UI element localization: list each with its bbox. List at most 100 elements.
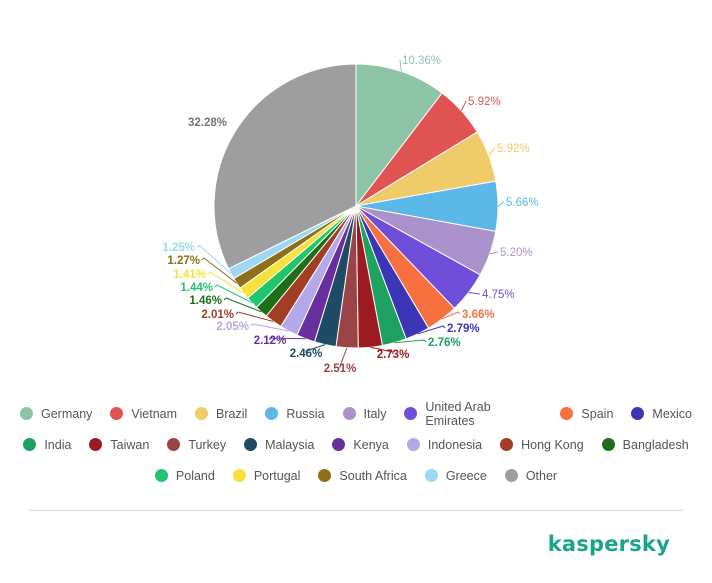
legend-swatch [20,407,33,420]
legend-item-turkey: Turkey [167,438,226,452]
kaspersky-logo: kaspersky [547,532,670,556]
legend-label: Poland [175,468,215,483]
leader-line-brazil [488,147,496,157]
leader-line-kenya [269,337,306,340]
legend-label: Brazil [216,406,248,421]
legend-swatch [23,438,37,451]
legend-swatch [424,469,438,482]
legend-label: South Africa [339,468,407,483]
leader-line-spain [441,311,461,320]
data-label-italy: 5.20% [500,247,533,259]
legend-label: Portugal [253,468,301,483]
leader-line-greece [196,244,232,275]
legend-item-russia: Russia [265,407,325,421]
legend-label: United Arab Emirates [425,399,491,428]
leader-line-poland [214,284,253,304]
pie-slice-other [213,63,357,270]
legend-item-india: India [23,438,71,452]
legend-item-portugal: Portugal [232,468,301,483]
legend-swatch [244,438,258,451]
data-label-turkey: 2.51% [324,363,357,375]
data-label-south-africa: 1.27% [167,255,200,267]
legend-label: Malaysia [265,437,315,452]
legend-item-united-arab-emirates: United Arab Emirates [404,400,542,428]
data-label-russia: 5.66% [506,197,539,209]
legend-item-bangladesh: Bangladesh [601,438,689,452]
legend-label: Germany [41,406,93,421]
leader-line-portugal [207,271,245,294]
legend-swatch [265,407,279,420]
legend-swatch [342,407,356,420]
data-label-spain: 3.66% [462,309,495,321]
legend-label: Mexico [652,406,692,421]
legend-swatch [89,438,103,451]
data-label-vietnam: 5.92% [468,96,501,108]
data-label-other: 32.28% [188,117,227,129]
legend-label: Greece [445,468,487,483]
pie-chart: 10.36% 5.92% 5.92% 5.66% 5.20% 4.75% 3.66% 2.79… [162,55,539,375]
legend-item-vietnam: Vietnam [110,407,177,421]
legend-item-hong-kong: Hong Kong [500,438,584,452]
legend-swatch [406,438,420,451]
legend-swatch [332,438,346,451]
legend-swatch [318,469,332,482]
legend-swatch [110,407,124,420]
leader-line-germany [399,59,402,72]
leader-line-united-arab-emirates [468,292,481,295]
legend-item-malaysia: Malaysia [244,438,314,452]
legend-label: Kenya [353,437,389,452]
legend-item-south-africa: South Africa [318,468,407,483]
data-label-bangladesh: 1.46% [189,295,222,307]
legend-swatch [631,407,645,420]
leader-line-russia [497,201,505,207]
leader-line-india [394,339,427,344]
legend-swatch [404,407,418,420]
legend-label: Spain [581,406,614,421]
legend-label: Other [525,468,558,483]
data-label-brazil: 5.92% [497,143,530,155]
legend-swatch [154,469,168,482]
leader-line-hong-kong [235,311,274,322]
legend-label: Taiwan [110,437,150,452]
legend-swatch [560,407,574,420]
data-label-hong-kong: 2.01% [201,309,234,321]
legend-item-other: Other [504,468,558,483]
leader-line-malaysia [305,344,326,353]
legend-label: India [44,437,72,452]
data-label-india: 2.76% [428,337,461,349]
legend-item-mexico: Mexico [631,407,692,421]
legend-label: Hong Kong [521,437,584,452]
leader-line-taiwan [370,346,394,354]
data-label-taiwan: 2.73% [377,349,410,361]
data-label-poland: 1.44% [180,282,213,294]
leader-line-italy [489,251,499,255]
data-label-malaysia: 2.46% [290,348,323,360]
data-label-mexico: 2.79% [447,323,480,335]
legend-row: Poland Portugal South Africa Greece Other [20,460,692,491]
legend: Germany Vietnam Brazil Russia Italy United Ar… [20,398,692,491]
legend-label: Vietnam [131,406,178,421]
legend-item-germany: Germany [20,407,92,421]
legend-label: Indonesia [427,437,483,452]
legend-item-brazil: Brazil [195,407,247,421]
legend-swatch [504,469,518,482]
leader-line-vietnam [460,100,467,112]
data-label-greece: 1.25% [162,242,195,254]
legend-swatch [232,469,246,482]
leader-line-turkey [339,347,348,368]
leader-line-mexico [417,325,446,335]
data-label-united-arab-emirates: 4.75% [482,289,515,301]
legend-item-indonesia: Indonesia [406,437,483,452]
pie-slice-germany [355,63,443,208]
legend-item-kenya: Kenya [332,437,389,452]
legend-row: India Taiwan Turkey Malaysia Kenya Indonesia H… [20,429,692,460]
legend-label: Turkey [188,437,227,452]
legend-label: Italy [363,406,387,421]
legend-item-spain: Spain [560,407,613,421]
leader-line-bangladesh [223,297,262,313]
legend-item-taiwan: Taiwan [89,438,149,452]
legend-swatch [195,407,209,420]
leader-line-indonesia [250,323,289,332]
legend-swatch [500,438,514,451]
leader-line-south-africa [201,257,238,284]
